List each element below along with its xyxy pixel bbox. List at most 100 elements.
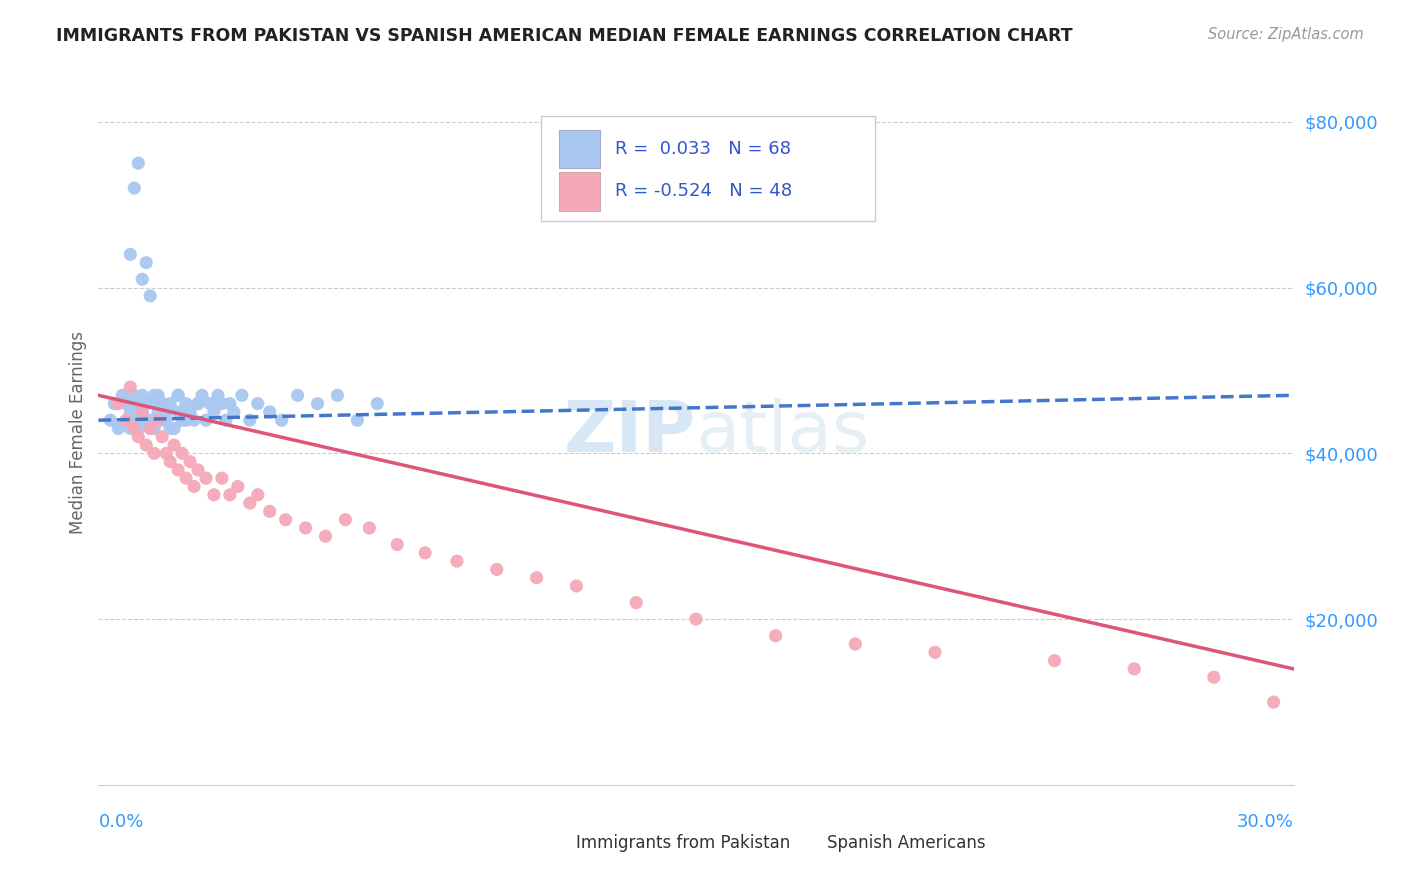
Point (565, 579, 588, 593)
Point (187, 396, 209, 410)
Point (148, 388, 170, 402)
Point (222, 405, 245, 419)
Point (183, 479, 205, 493)
Point (219, 488, 242, 502)
Point (115, 396, 138, 410)
Point (127, 430, 149, 444)
Point (107, 396, 129, 410)
Point (202, 488, 225, 502)
Text: 30.0%: 30.0% (1237, 814, 1294, 831)
Point (315, 529, 337, 543)
Text: Immigrants from Pakistan: Immigrants from Pakistan (576, 834, 790, 853)
Point (107, 421, 129, 435)
Point (143, 388, 166, 402)
Point (191, 388, 214, 402)
Point (219, 396, 242, 410)
Bar (558, 172, 600, 211)
Point (135, 396, 157, 410)
Point (270, 413, 292, 427)
Point (159, 455, 181, 469)
Point (127, 396, 149, 410)
Point (150, 413, 173, 427)
Y-axis label: Median Female Earnings: Median Female Earnings (69, 331, 87, 534)
Point (335, 513, 357, 527)
Point (259, 405, 281, 419)
Point (135, 413, 157, 427)
Point (211, 471, 233, 485)
Point (148, 413, 170, 427)
Point (111, 388, 134, 402)
Point (1202, 670, 1225, 684)
Point (124, 181, 146, 195)
Point (120, 421, 142, 435)
Point (124, 388, 146, 402)
Point (259, 504, 281, 518)
Text: ZIP: ZIP (564, 398, 696, 467)
Point (446, 554, 468, 568)
Bar (541, 116, 876, 221)
Point (150, 396, 173, 410)
Point (207, 388, 229, 402)
Text: R =  0.033   N = 68: R = 0.033 N = 68 (614, 140, 790, 158)
Point (167, 388, 190, 402)
Point (139, 289, 162, 303)
Point (148, 413, 170, 427)
Point (163, 438, 186, 452)
Point (179, 405, 201, 419)
Point (155, 405, 177, 419)
Point (359, 521, 381, 535)
Point (174, 413, 197, 427)
Point (246, 488, 269, 502)
Point (195, 413, 218, 427)
Text: R = -0.524   N = 48: R = -0.524 N = 48 (614, 182, 792, 201)
Point (226, 479, 249, 493)
Point (148, 405, 170, 419)
Point (172, 446, 194, 460)
Point (150, 396, 173, 410)
Point (326, 388, 349, 402)
Point (924, 645, 946, 659)
Point (366, 396, 388, 410)
Text: atlas: atlas (696, 398, 870, 467)
Point (183, 413, 205, 427)
Point (294, 521, 316, 535)
Point (246, 396, 269, 410)
Point (274, 513, 297, 527)
Point (239, 496, 262, 510)
Point (307, 396, 329, 410)
Point (187, 463, 209, 477)
Point (174, 396, 197, 410)
Point (187, 396, 209, 410)
Text: Spanish Americans: Spanish Americans (827, 834, 986, 853)
Point (167, 388, 190, 402)
Point (155, 413, 177, 427)
Point (139, 413, 162, 427)
Point (150, 430, 173, 444)
Point (98, 413, 122, 427)
Point (626, 596, 648, 610)
Point (155, 446, 177, 460)
Point (135, 255, 157, 269)
Point (179, 455, 201, 469)
Point (231, 388, 253, 402)
Point (174, 471, 197, 485)
Point (139, 421, 162, 435)
Point (485, 562, 508, 576)
Point (195, 471, 218, 485)
Point (215, 413, 238, 427)
Point (127, 421, 149, 435)
Bar (541, 830, 567, 855)
Point (124, 421, 146, 435)
Point (143, 446, 166, 460)
Point (167, 463, 190, 477)
Point (1263, 695, 1285, 709)
Point (163, 421, 186, 435)
Point (239, 413, 262, 427)
Point (120, 405, 142, 419)
Point (135, 438, 157, 452)
Point (526, 571, 548, 585)
Bar (792, 830, 818, 855)
Point (385, 537, 409, 551)
Point (685, 612, 707, 626)
Point (346, 413, 368, 427)
